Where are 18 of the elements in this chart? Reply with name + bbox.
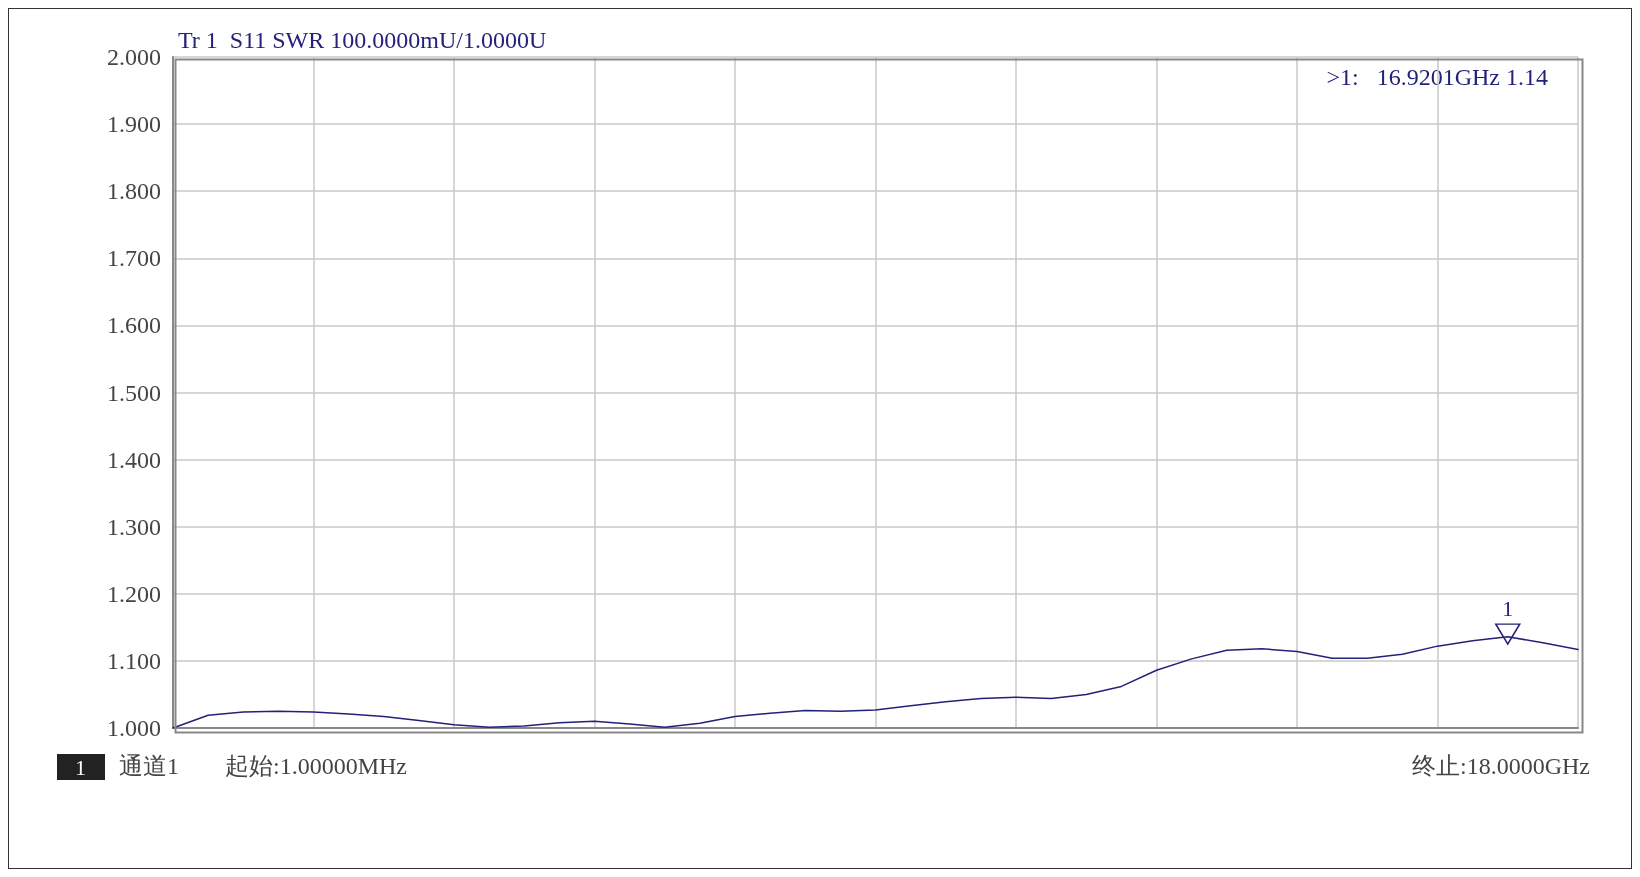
- y-tick-label: 1.900: [107, 111, 161, 138]
- y-tick-label: 1.000: [107, 715, 161, 741]
- y-tick-label: 1.200: [107, 580, 161, 607]
- y-tick-label: 1.500: [107, 379, 161, 406]
- y-tick-label: 1.400: [107, 446, 161, 473]
- annotation: 1: [1502, 595, 1514, 621]
- y-tick-label: 2.000: [107, 44, 161, 70]
- y-tick-label: 1.600: [107, 312, 161, 339]
- text: 通道1: [119, 753, 179, 779]
- text: 起始:1.00000MHz: [225, 753, 407, 779]
- annotation: >1: 16.9201GHz 1.14: [1326, 64, 1549, 90]
- y-tick-label: 1.300: [107, 513, 161, 540]
- y-tick-label: 1.800: [107, 178, 161, 205]
- chart-title: Tr 1 S11 SWR 100.0000mU/1.0000U: [178, 27, 547, 53]
- text: 1: [75, 754, 86, 780]
- text: 终止:18.0000GHz: [1412, 753, 1590, 779]
- y-tick-label: 1.700: [107, 245, 161, 272]
- y-tick-label: 1.100: [107, 647, 161, 674]
